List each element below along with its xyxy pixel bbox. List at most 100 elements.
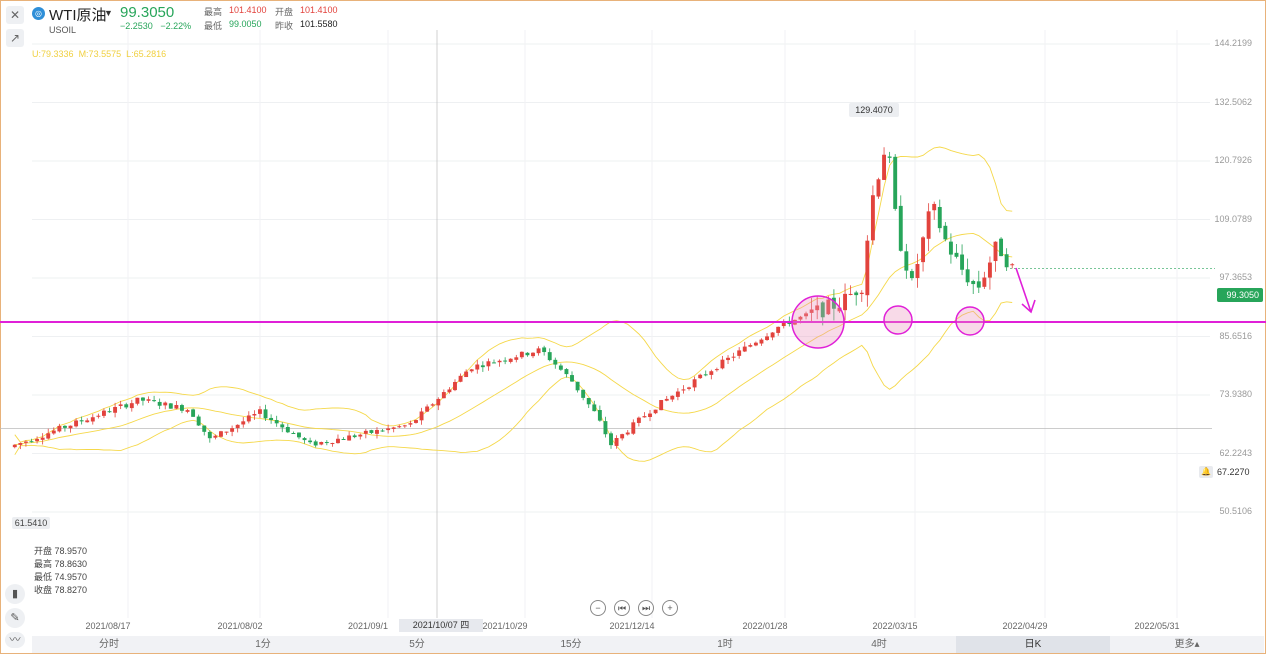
candle-body bbox=[575, 381, 580, 391]
candle-body bbox=[436, 398, 441, 406]
tab-timeframe[interactable]: 15分 bbox=[560, 639, 582, 650]
candle-body bbox=[737, 350, 742, 356]
candle-body bbox=[146, 399, 151, 401]
candle-body bbox=[90, 417, 95, 422]
candle-body bbox=[402, 425, 407, 427]
candle-body bbox=[999, 238, 1004, 257]
candle-body bbox=[35, 439, 40, 442]
candle-body bbox=[157, 401, 162, 406]
x-tick-label: 2021/08/17 bbox=[85, 621, 131, 631]
prev-close-value: 101.5580 bbox=[300, 19, 338, 29]
draw-icon[interactable]: ↗ bbox=[6, 29, 24, 47]
wave-icon[interactable]: 〰 bbox=[5, 632, 25, 648]
left-toolbar: ✕ ↗ ▮ ✎ 〰 bbox=[0, 0, 30, 648]
bollinger-bands bbox=[14, 146, 1013, 462]
candle-body bbox=[486, 361, 491, 367]
close-icon[interactable]: ✕ bbox=[6, 6, 24, 24]
candle-body bbox=[23, 441, 28, 443]
x-tick-label: 2021/10/29 bbox=[482, 621, 528, 631]
zoom-out-button[interactable]: − bbox=[590, 600, 606, 616]
tab-timeframe[interactable]: 4时 bbox=[871, 639, 887, 650]
tab-timeframe[interactable]: 5分 bbox=[409, 639, 425, 650]
candle-body bbox=[224, 431, 229, 433]
candle-body bbox=[759, 339, 764, 344]
candle-body bbox=[625, 432, 630, 435]
candle-body bbox=[609, 433, 613, 446]
tab-timeframe[interactable]: 分时 bbox=[99, 639, 119, 650]
boll-u-line bbox=[14, 146, 1013, 443]
zoom-in-button[interactable]: + bbox=[662, 600, 678, 616]
indicator-icon[interactable]: ▮ bbox=[5, 584, 25, 604]
candle-body bbox=[859, 292, 864, 295]
candle-body bbox=[926, 211, 931, 239]
candle-body bbox=[932, 203, 937, 211]
scroll-start-button[interactable]: ⏮ bbox=[614, 600, 630, 616]
annotations bbox=[0, 267, 1266, 349]
timeframe-tabs: 分时 1分 5分 15分 1时 4时 日K 更多▴ bbox=[32, 636, 1264, 653]
candle-body bbox=[882, 154, 887, 180]
candle-body bbox=[564, 369, 569, 375]
candle-body bbox=[570, 375, 574, 382]
candle-body bbox=[430, 404, 435, 406]
candle-body bbox=[987, 262, 992, 278]
candle-body bbox=[753, 342, 758, 346]
boll-legend: U:79.3336 M:73.5575 L:65.2816 bbox=[32, 49, 167, 59]
chevron-down-icon[interactable]: ▼ bbox=[104, 8, 113, 18]
candle-body bbox=[558, 365, 563, 370]
candle-body bbox=[770, 332, 775, 338]
candle-body bbox=[921, 237, 926, 263]
y-tick-label: 144.2199 bbox=[1214, 38, 1252, 48]
candle-body bbox=[358, 434, 363, 437]
candle-body bbox=[319, 442, 324, 445]
candle-body bbox=[492, 362, 496, 364]
candle-body bbox=[597, 410, 602, 421]
tab-timeframe[interactable]: 日K bbox=[956, 636, 1110, 653]
candle-body bbox=[971, 280, 976, 285]
candle-body bbox=[631, 422, 636, 434]
candle-body bbox=[781, 321, 786, 327]
ohlc-low: 最低 74.9570 bbox=[34, 572, 88, 582]
candle-body bbox=[982, 277, 987, 287]
y-tick-label: 120.7926 bbox=[1214, 155, 1252, 165]
candle-body bbox=[636, 417, 641, 423]
candle-body bbox=[235, 424, 240, 429]
candle-body bbox=[726, 357, 730, 361]
candle-body bbox=[118, 404, 123, 406]
candle-body bbox=[547, 352, 552, 361]
candle-body bbox=[207, 431, 212, 439]
candle-body bbox=[425, 406, 430, 412]
candle-body bbox=[324, 442, 329, 444]
candle-body bbox=[765, 336, 769, 340]
candle-body bbox=[180, 405, 184, 411]
tab-timeframe[interactable]: 1分 bbox=[255, 639, 271, 650]
low-label: 最低 bbox=[204, 21, 223, 31]
candle-body bbox=[135, 397, 140, 404]
tab-timeframe[interactable]: 更多▴ bbox=[1174, 639, 1200, 650]
pencil-icon[interactable]: ✎ bbox=[5, 608, 25, 628]
candle-body bbox=[586, 398, 591, 405]
crosshair-date-label: 2021/10/07 四 bbox=[399, 619, 483, 632]
current-price-badge: 99.3050 bbox=[1217, 288, 1263, 302]
chart-grid bbox=[0, 30, 1215, 618]
candle-body bbox=[954, 252, 959, 257]
scroll-end-button[interactable]: ⏭ bbox=[638, 600, 654, 616]
candle-body bbox=[302, 438, 307, 441]
symbol-name[interactable]: WTI原油 bbox=[49, 7, 107, 24]
candle-body bbox=[809, 309, 814, 313]
candle-body bbox=[336, 438, 340, 444]
candle-body bbox=[503, 360, 508, 362]
candle-body bbox=[96, 415, 101, 417]
candle-body bbox=[74, 420, 79, 427]
candle-body bbox=[664, 398, 669, 401]
candle-body bbox=[375, 429, 379, 434]
candle-body bbox=[820, 302, 825, 318]
candle-body bbox=[263, 409, 268, 419]
candle-body bbox=[948, 241, 953, 255]
bell-icon[interactable]: 🔔 bbox=[1199, 466, 1213, 478]
tab-timeframe[interactable]: 1时 bbox=[717, 639, 733, 650]
candle-body bbox=[101, 410, 106, 416]
candle-body bbox=[698, 374, 703, 379]
y-tick-label: 50.5106 bbox=[1219, 506, 1252, 516]
price-change: −2.2530 −2.22% bbox=[120, 21, 192, 31]
